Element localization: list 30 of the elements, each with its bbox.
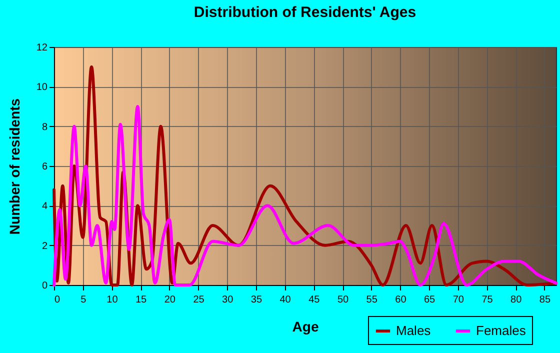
y-axis-title: Number of residents — [6, 98, 22, 235]
x-axis-title: Age — [292, 318, 319, 334]
legend-label: Males — [396, 323, 432, 338]
x-tick-label: 0 — [54, 294, 60, 306]
x-tick-label: 80 — [510, 294, 522, 306]
y-tick-label: 6 — [42, 162, 48, 172]
x-tick-label: 40 — [280, 294, 292, 306]
x-tick-label: 45 — [308, 294, 320, 306]
x-tick-label: 50 — [337, 294, 350, 306]
x-tick-label: 55 — [366, 294, 378, 306]
legend-label: Females — [476, 323, 526, 338]
x-tick-label: 10 — [106, 294, 118, 306]
y-tick-label: 12 — [36, 42, 48, 54]
x-tick-label: 85 — [539, 294, 551, 306]
x-tick-label: 15 — [135, 294, 148, 306]
y-tick-label: 10 — [36, 82, 48, 94]
y-tick-label: 4 — [42, 201, 48, 212]
y-tick-label: 8 — [42, 122, 48, 133]
chart-title: Distribution of Residents' Ages — [194, 4, 416, 21]
x-tick-label: 35 — [250, 294, 262, 306]
x-tick-label: 75 — [482, 294, 494, 306]
x-tick-label: 60 — [395, 294, 407, 306]
y-tick-label: 0 — [42, 280, 48, 292]
x-tick-label: 65 — [424, 294, 436, 306]
x-tick-label: 70 — [452, 294, 464, 306]
y-tick-label: 2 — [42, 240, 48, 252]
x-tick-label: 30 — [222, 294, 234, 306]
x-tick-label: 5 — [80, 294, 87, 306]
x-tick-label: 25 — [193, 294, 205, 306]
x-tick-label: 20 — [164, 294, 176, 306]
